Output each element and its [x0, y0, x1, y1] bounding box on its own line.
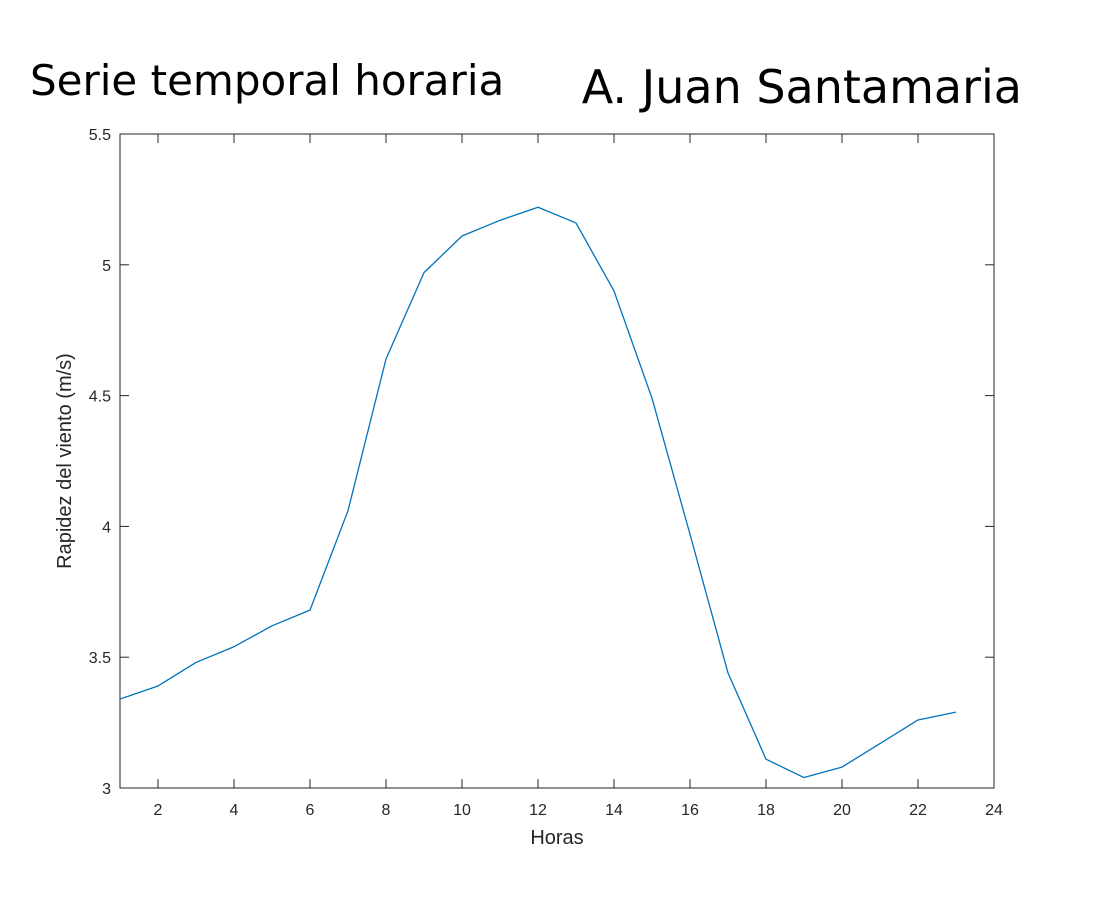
- x-tick-label: 6: [306, 802, 315, 819]
- x-tick-label: 16: [681, 802, 699, 819]
- x-tick-label: 12: [529, 802, 547, 819]
- x-tick-label: 14: [605, 802, 623, 819]
- chart-title-left: Serie temporal horaria: [30, 56, 504, 105]
- y-tick-label: 3.5: [89, 650, 111, 667]
- chart-title-right: A. Juan Santamaria: [582, 60, 1022, 114]
- x-tick-label: 20: [833, 802, 851, 819]
- x-tick-label: 10: [453, 802, 471, 819]
- y-tick-label: 4: [102, 519, 111, 536]
- series-line: [119, 206, 957, 779]
- y-tick-label: 5: [102, 258, 111, 275]
- x-axis-label: Horas: [530, 827, 583, 849]
- plot-area-frame: [119, 133, 995, 789]
- x-tick-label: 22: [909, 802, 927, 819]
- y-tick-label: 5.5: [89, 127, 111, 144]
- x-tick-label: 4: [230, 802, 239, 819]
- x-tick-label: 2: [154, 802, 163, 819]
- y-axis-label: Rapidez del viento (m/s): [54, 353, 76, 569]
- y-tick-label: 3: [102, 781, 111, 798]
- x-tick-label: 8: [382, 802, 391, 819]
- x-tick-label: 24: [985, 802, 1003, 819]
- series-layer: [119, 206, 957, 779]
- x-tick-label: 18: [757, 802, 775, 819]
- y-tick-label: 4.5: [89, 389, 111, 406]
- x-axis-ticks: 2 4 6 8 10 12 14 16 18 20 22 24: [154, 134, 1003, 819]
- y-axis-ticks: 3 3.5 4 4.5 5 5.5: [89, 127, 994, 798]
